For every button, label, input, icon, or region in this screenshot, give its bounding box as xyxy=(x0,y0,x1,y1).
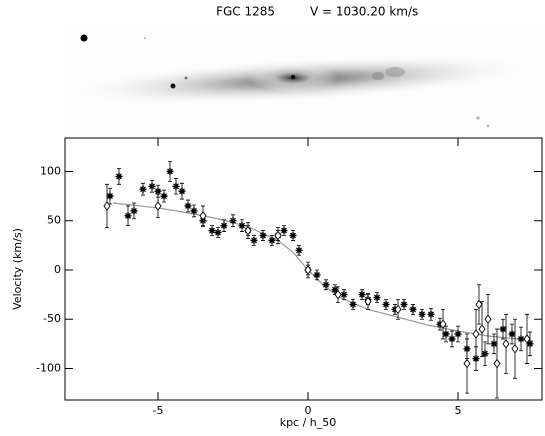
point-asterisk xyxy=(214,229,222,237)
point-diamond xyxy=(364,296,372,307)
point-asterisk xyxy=(289,232,297,240)
x-tick-label: 5 xyxy=(455,404,462,417)
point-asterisk xyxy=(178,187,186,195)
point-asterisk xyxy=(166,167,174,175)
point-asterisk xyxy=(124,212,132,220)
point-asterisk xyxy=(409,305,417,313)
point-diamond xyxy=(511,344,519,354)
point-asterisk xyxy=(427,310,435,318)
point-diamond xyxy=(154,201,162,211)
point-asterisk xyxy=(499,325,507,333)
point-asterisk xyxy=(259,232,267,240)
subtitle: V = 1030.20 km/s xyxy=(310,5,418,19)
point-diamond xyxy=(502,339,510,349)
point-asterisk xyxy=(340,291,348,299)
point-diamond xyxy=(463,358,471,369)
point-diamond xyxy=(334,289,342,300)
point-diamond xyxy=(484,314,492,324)
point-asterisk xyxy=(481,350,489,358)
y-axis-label: Velocity (km/s) xyxy=(11,228,24,310)
point-asterisk xyxy=(331,286,339,294)
y-tick-label: 50 xyxy=(47,214,61,227)
point-asterisk xyxy=(517,335,525,343)
title: FGC 1285 xyxy=(216,5,275,19)
point-diamond xyxy=(472,329,480,339)
point-asterisk xyxy=(448,335,456,343)
point-asterisk xyxy=(349,300,357,308)
y-tick-label: 0 xyxy=(54,263,61,276)
point-asterisk xyxy=(238,222,246,230)
point-diamond xyxy=(274,230,282,241)
point-asterisk xyxy=(295,246,303,254)
plot-frame xyxy=(64,137,543,401)
point-asterisk xyxy=(382,300,390,308)
galaxy-image xyxy=(60,25,545,132)
y-tick-label: 100 xyxy=(40,164,61,177)
point-asterisk xyxy=(154,187,162,195)
point-asterisk xyxy=(130,207,138,215)
point-diamond xyxy=(523,334,531,344)
point-diamond xyxy=(475,299,483,310)
y-tick-label: -100 xyxy=(36,361,61,374)
point-asterisk xyxy=(490,340,498,348)
point-asterisk xyxy=(526,340,534,348)
point-asterisk xyxy=(184,202,192,210)
point-asterisk xyxy=(268,236,276,244)
point-asterisk xyxy=(322,281,330,289)
point-asterisk xyxy=(106,192,114,200)
point-asterisk xyxy=(115,172,123,180)
point-asterisk xyxy=(313,271,321,279)
point-diamond xyxy=(394,304,402,315)
point-asterisk xyxy=(190,207,198,215)
point-asterisk xyxy=(208,227,216,235)
point-asterisk xyxy=(508,330,516,338)
point-diamond xyxy=(304,265,312,275)
point-diamond xyxy=(493,358,501,369)
point-asterisk xyxy=(250,236,258,244)
point-asterisk xyxy=(160,192,168,200)
point-asterisk xyxy=(139,185,147,193)
model-curve xyxy=(112,202,534,342)
x-tick-label: -5 xyxy=(153,404,164,417)
y-tick-label: -50 xyxy=(43,312,61,325)
point-asterisk xyxy=(373,294,381,302)
point-asterisk xyxy=(148,182,156,190)
point-diamond xyxy=(103,201,111,211)
point-asterisk xyxy=(229,217,237,225)
point-asterisk xyxy=(418,310,426,318)
point-asterisk xyxy=(172,182,180,190)
point-diamond xyxy=(478,324,486,334)
point-diamond xyxy=(439,319,447,329)
point-asterisk xyxy=(454,330,462,338)
point-asterisk xyxy=(358,291,366,299)
point-diamond xyxy=(244,225,252,236)
point-diamond xyxy=(199,211,207,221)
point-asterisk xyxy=(442,330,450,338)
x-tick-label: 0 xyxy=(305,404,312,417)
point-asterisk xyxy=(280,227,288,235)
point-asterisk xyxy=(220,222,228,230)
point-asterisk xyxy=(400,300,408,308)
x-axis-label: kpc / h_50 xyxy=(280,416,337,429)
